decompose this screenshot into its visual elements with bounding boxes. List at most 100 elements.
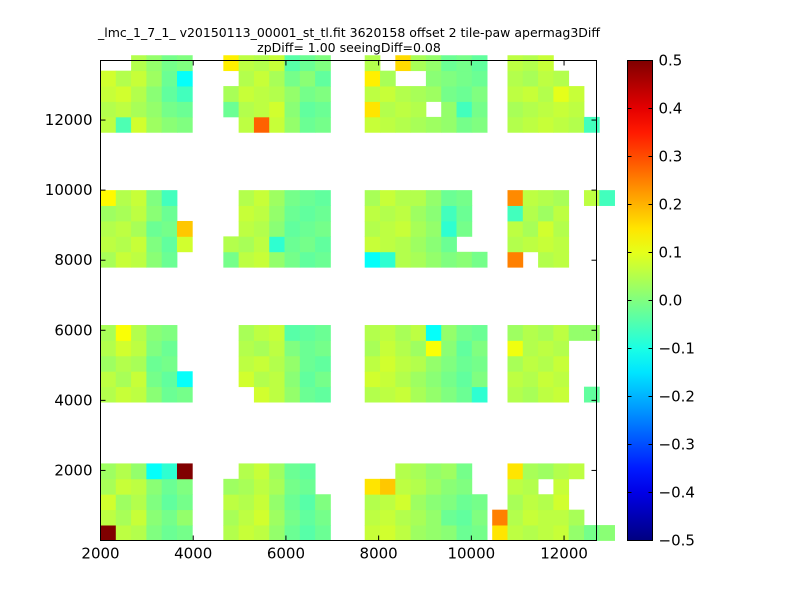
heatmap-cell [115,101,132,118]
heatmap-cell [441,86,457,102]
heatmap-cell [253,478,270,495]
y-tick-label: 8000 [54,251,92,269]
heatmap-cell [395,205,412,222]
heatmap-cell [507,509,524,526]
heatmap-cell [161,190,178,206]
heatmap-cell [471,371,488,388]
heatmap-cell [161,325,178,341]
heatmap-cell [522,325,539,341]
x-tick-label: 6000 [267,545,305,563]
colorbar-tick-label: 0.1 [659,244,683,262]
heatmap-cell [425,55,442,72]
heatmap-cell [269,494,285,511]
heatmap-cell [176,509,193,526]
heatmap-cell [253,525,270,541]
heatmap-cell [299,116,316,133]
heatmap-cell [115,478,132,495]
heatmap-cell [146,509,163,526]
heatmap-cell [131,86,147,102]
heatmap-cell [538,325,554,341]
heatmap-cell [315,509,331,526]
heatmap-cell [380,220,396,237]
heatmap-cell [507,220,524,237]
heatmap-cell [553,86,570,102]
heatmap-cell [425,220,442,237]
heatmap-cell [115,463,132,480]
heatmap-cell [568,325,585,341]
heatmap-cell [456,116,473,133]
heatmap-cell [553,190,570,206]
plot-frame [100,60,597,541]
heatmap-cell [380,478,396,495]
heatmap-cell [269,478,285,495]
heatmap-cell [115,70,132,87]
heatmap-cell [410,478,427,495]
heatmap-cell [253,251,270,268]
heatmap-cell [364,70,381,87]
heatmap-cell [315,251,331,268]
heatmap-cell [425,205,442,222]
heatmap-cell [538,463,554,480]
heatmap-cell [364,386,381,403]
heatmap-cell [131,190,147,206]
colorbar-tick-label: −0.2 [659,388,695,406]
heatmap-cell [364,494,381,511]
heatmap-cell [380,251,396,268]
heatmap-cell [410,116,427,133]
heatmap-cell [269,55,285,72]
heatmap-cell [395,55,412,72]
heatmap-cell [410,494,427,511]
heatmap-cell [380,70,396,87]
heatmap-cell [364,220,381,237]
heatmap-cell [522,205,539,222]
heatmap-cell [100,355,117,372]
heatmap-cell [315,386,331,403]
heatmap-cell [253,86,270,102]
heatmap-cell [269,220,285,237]
heatmap-cell [284,478,301,495]
heatmap-cell [238,116,255,133]
heatmap-cell [553,525,570,541]
heatmap-cell [115,205,132,222]
heatmap-cell [115,116,132,133]
heatmap-cell [425,251,442,268]
heatmap-cell [410,101,427,118]
heatmap-cell [471,355,488,372]
heatmap-cell [380,325,396,341]
heatmap-cell [425,70,442,87]
heatmap-cell [131,386,147,403]
heatmap-cell [299,509,316,526]
heatmap-cell [425,478,442,495]
heatmap-cell [131,525,147,541]
heatmap-cell [380,101,396,118]
heatmap-cell [161,355,178,372]
heatmap-cell [441,325,457,341]
heatmap-cell [441,340,457,357]
heatmap-cell [284,325,301,341]
heatmap-cell [269,116,285,133]
heatmap-cell [441,116,457,133]
heatmap-cell [100,325,117,341]
heatmap-cell [146,463,163,480]
heatmap-cell [395,325,412,341]
heatmap-cell [100,478,117,495]
heatmap-cell [315,325,331,341]
heatmap-cell [131,55,147,72]
heatmap-cell [410,55,427,72]
colorbar-tick-label: −0.4 [659,484,695,502]
heatmap-cell [456,205,473,222]
heatmap-cell [315,525,331,541]
heatmap-cell [100,509,117,526]
heatmap-cell [131,509,147,526]
heatmap-cell [299,101,316,118]
heatmap-cell [223,494,240,511]
heatmap-cell [269,101,285,118]
heatmap-cell [522,355,539,372]
heatmap-cell [410,236,427,253]
heatmap-cell [538,494,554,511]
heatmap-cell [176,220,193,237]
heatmap-cell [176,525,193,541]
heatmap-cell [299,251,316,268]
heatmap-cell [131,116,147,133]
heatmap-cell [471,509,488,526]
